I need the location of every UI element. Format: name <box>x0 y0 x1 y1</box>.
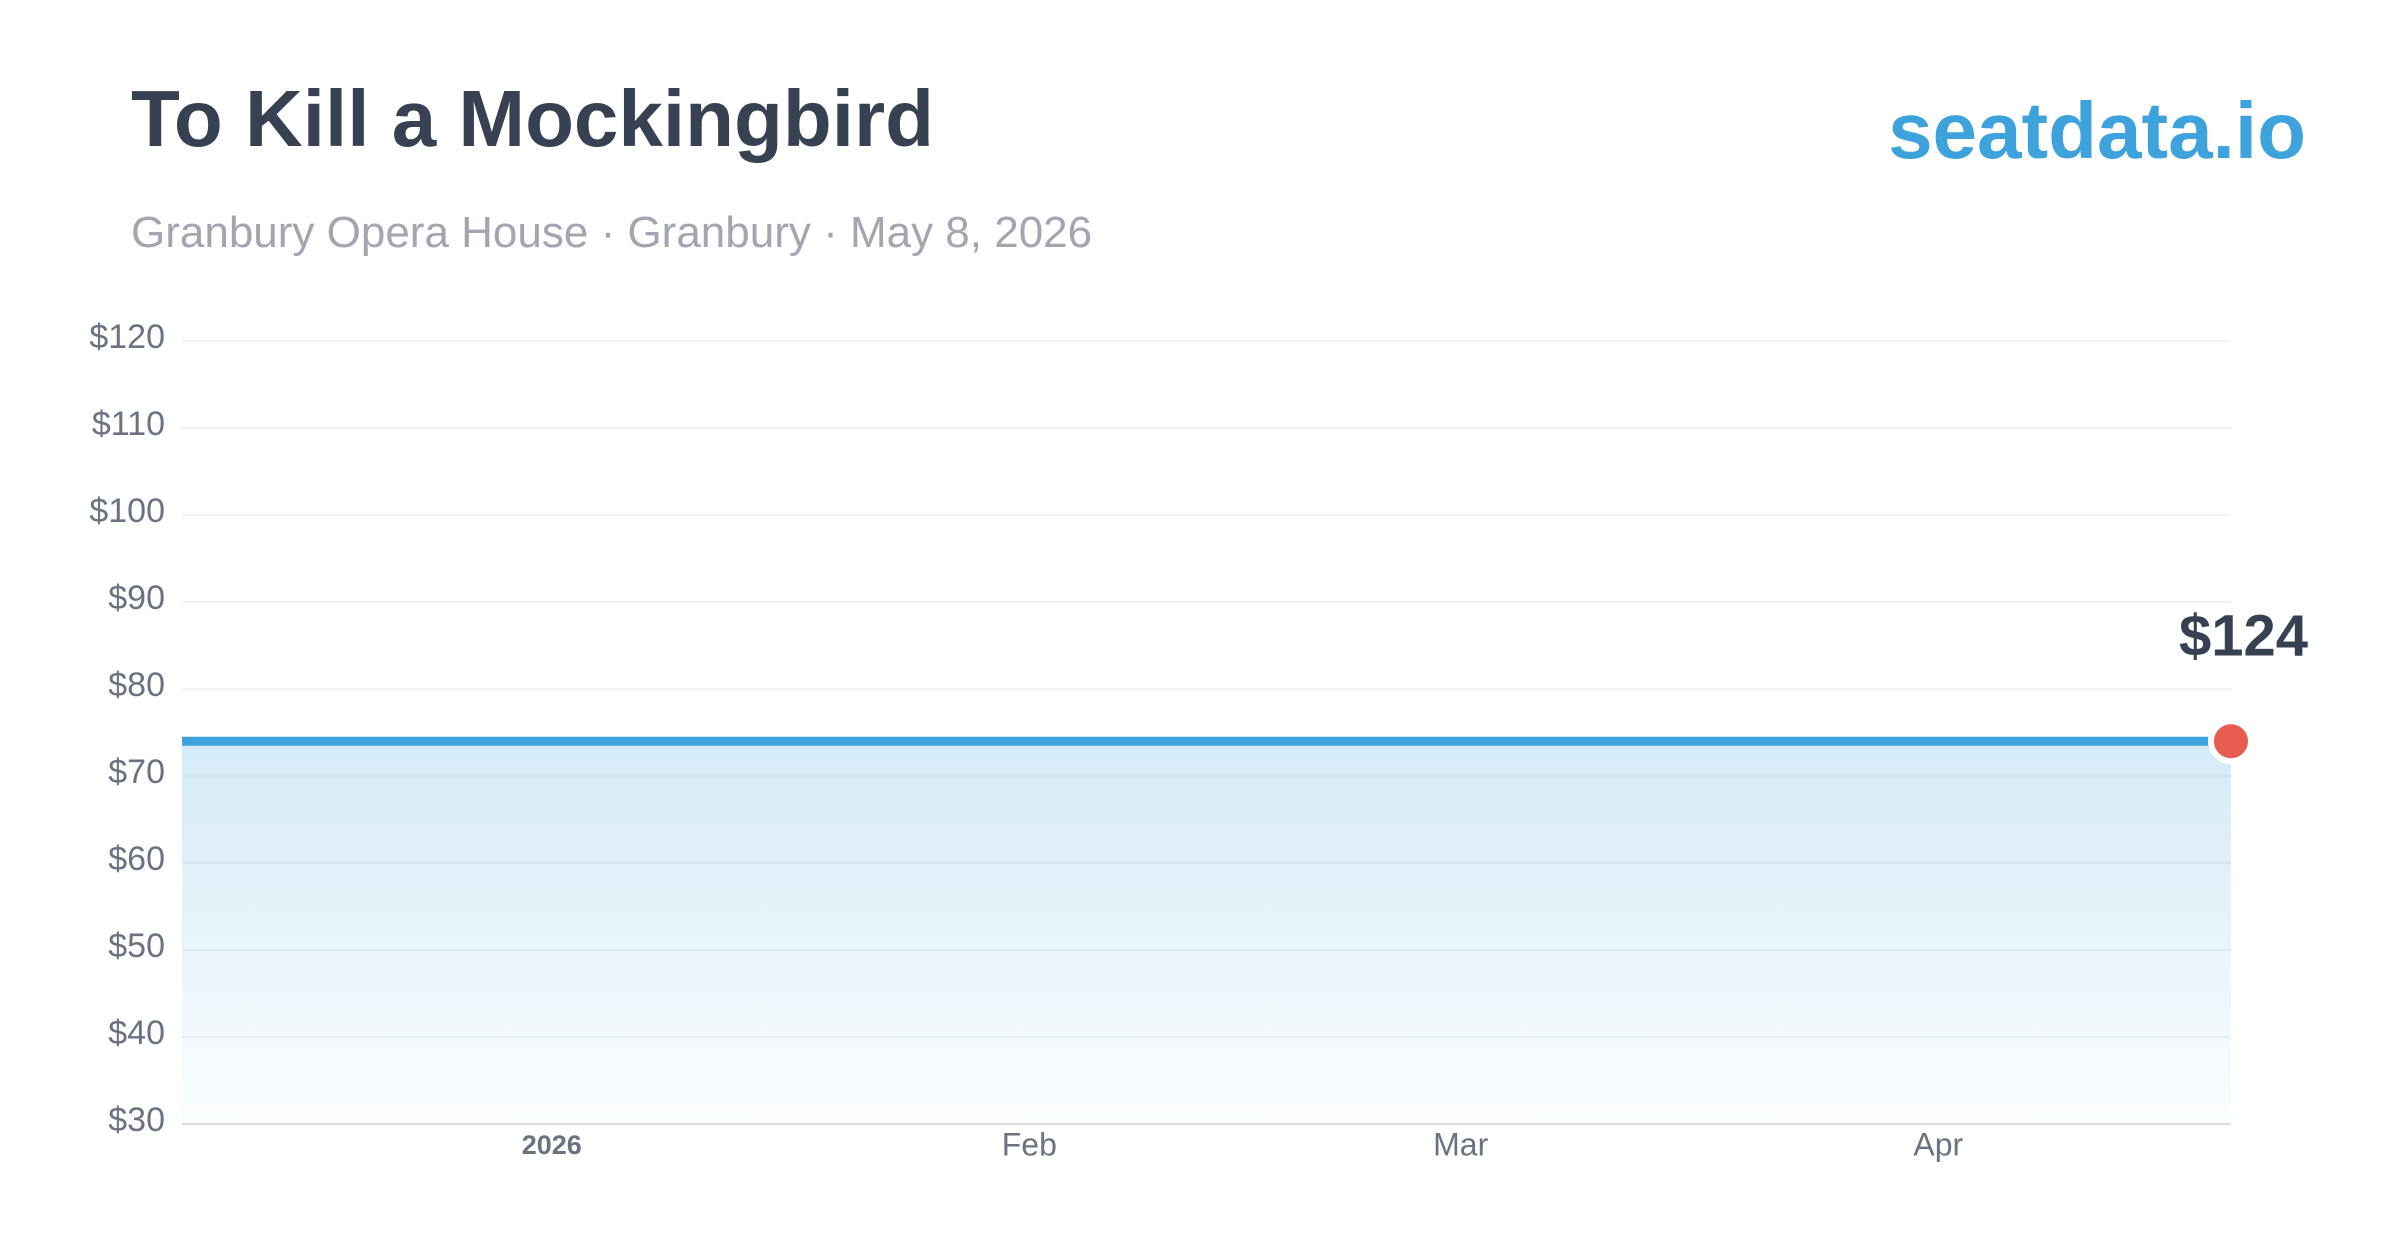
chart-subtitle: Granbury Opera House · Granbury · May 8,… <box>131 208 1092 257</box>
x-tick-label: Mar <box>1433 1126 1488 1162</box>
area <box>182 741 2231 1124</box>
annotation: $124 <box>2179 603 2308 668</box>
brand: seatdata.io <box>1888 86 2306 175</box>
x-tick-label: Apr <box>1913 1126 1963 1162</box>
y-tick-label: $60 <box>108 840 165 878</box>
y-tick-label: $90 <box>108 579 165 617</box>
y-tick-label: $30 <box>108 1101 165 1139</box>
y-tick-label: $80 <box>108 666 165 704</box>
y-tick-label: $120 <box>89 318 165 356</box>
y-tick-label: $50 <box>108 927 165 965</box>
x-tick-label: Feb <box>1002 1126 1057 1162</box>
x-tick-label: 2026 <box>522 1130 582 1160</box>
y-tick-label: $70 <box>108 753 165 791</box>
last-point <box>2208 718 2254 765</box>
chart-title: To Kill a Mockingbird <box>131 74 934 163</box>
y-tick-label: $100 <box>89 492 165 530</box>
y-tick-label: $40 <box>108 1014 165 1052</box>
y-tick-label: $110 <box>92 405 165 443</box>
